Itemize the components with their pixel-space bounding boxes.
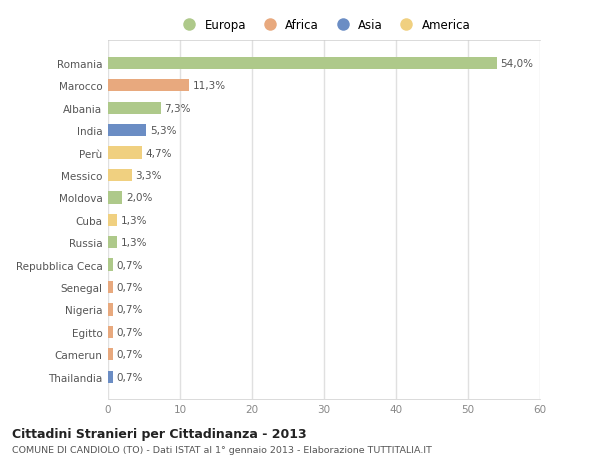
Text: 0,7%: 0,7% — [116, 350, 143, 359]
Text: 5,3%: 5,3% — [150, 126, 176, 136]
Bar — [108, 371, 113, 383]
Bar — [108, 281, 113, 294]
Bar — [108, 236, 118, 249]
Text: COMUNE DI CANDIOLO (TO) - Dati ISTAT al 1° gennaio 2013 - Elaborazione TUTTITALI: COMUNE DI CANDIOLO (TO) - Dati ISTAT al … — [12, 445, 432, 454]
Text: 2,0%: 2,0% — [126, 193, 152, 203]
Text: 3,3%: 3,3% — [136, 171, 162, 180]
Text: 0,7%: 0,7% — [116, 260, 143, 270]
Text: 0,7%: 0,7% — [116, 305, 143, 315]
Text: 54,0%: 54,0% — [500, 59, 533, 69]
Bar — [108, 214, 118, 226]
Text: 0,7%: 0,7% — [116, 327, 143, 337]
Bar — [108, 169, 132, 182]
Text: Cittadini Stranieri per Cittadinanza - 2013: Cittadini Stranieri per Cittadinanza - 2… — [12, 427, 307, 440]
Bar — [108, 80, 190, 92]
Bar — [108, 102, 161, 115]
Text: 1,3%: 1,3% — [121, 215, 148, 225]
Bar — [108, 125, 146, 137]
Bar — [108, 57, 497, 70]
Text: 4,7%: 4,7% — [145, 148, 172, 158]
Bar — [108, 304, 113, 316]
Text: 0,7%: 0,7% — [116, 372, 143, 382]
Text: 0,7%: 0,7% — [116, 282, 143, 292]
Bar — [108, 326, 113, 338]
Text: 11,3%: 11,3% — [193, 81, 226, 91]
Bar — [108, 192, 122, 204]
Bar — [108, 348, 113, 361]
Bar — [108, 259, 113, 271]
Bar — [108, 147, 142, 159]
Legend: Europa, Africa, Asia, America: Europa, Africa, Asia, America — [178, 19, 470, 32]
Text: 1,3%: 1,3% — [121, 238, 148, 248]
Text: 7,3%: 7,3% — [164, 103, 191, 113]
